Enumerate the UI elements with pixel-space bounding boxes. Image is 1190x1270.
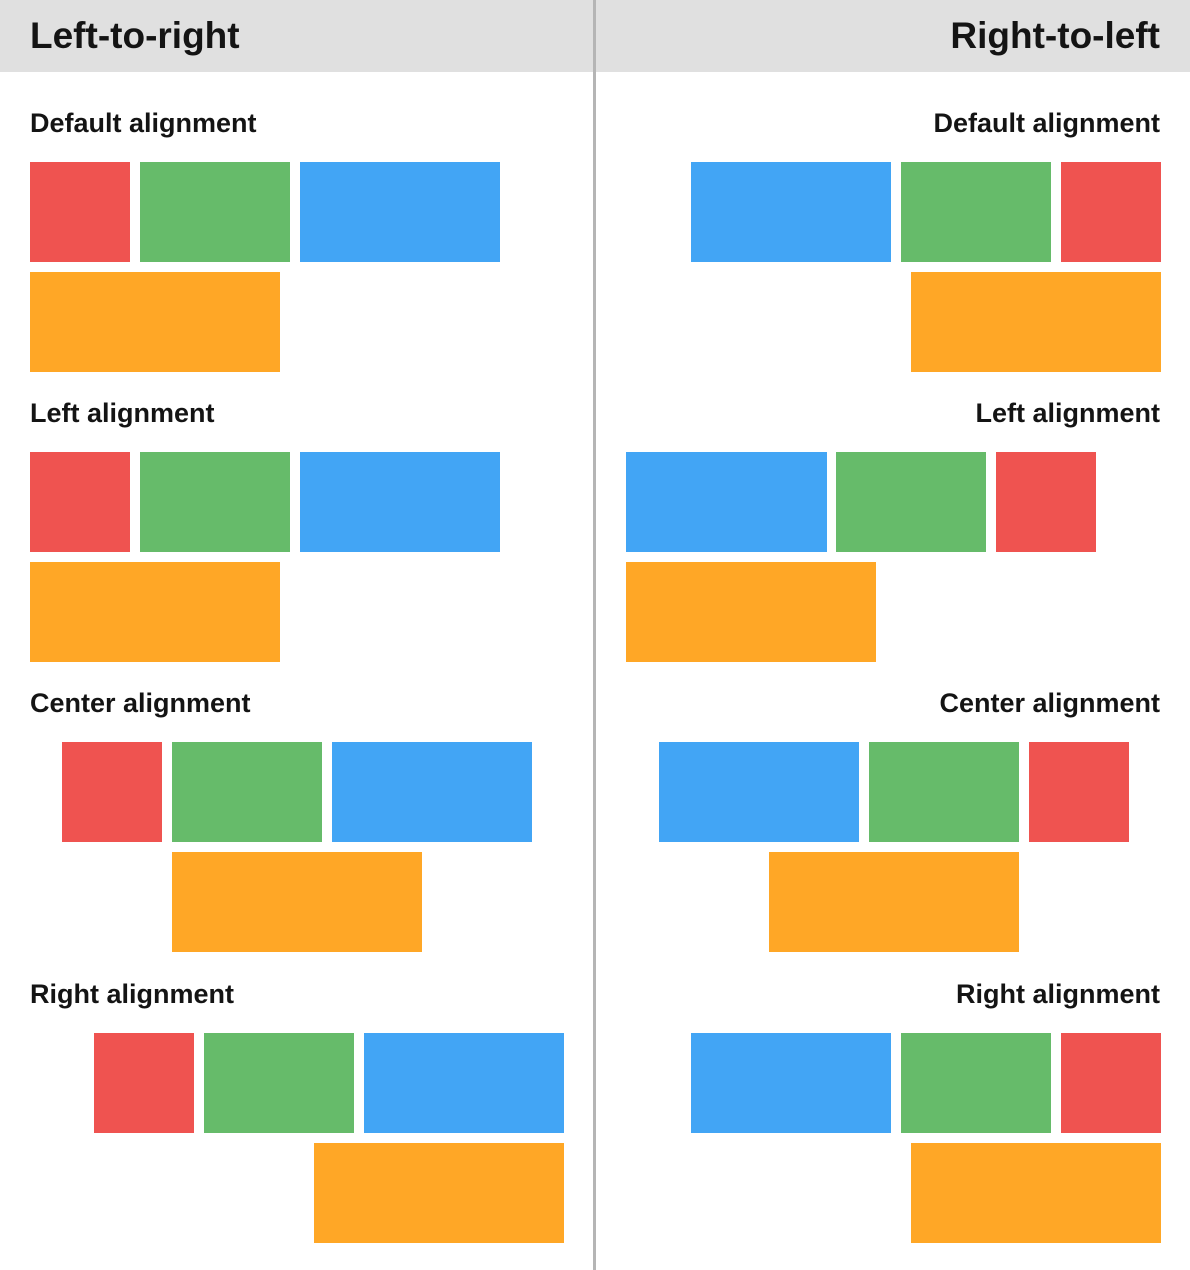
rtl-right-alignment-label: Right alignment (956, 979, 1160, 1009)
rtl-default-alignment-label: Default alignment (933, 108, 1160, 138)
ltr-center-red-block (62, 742, 162, 842)
rtl-left-blue-block (626, 452, 827, 552)
ltr-left-green-block (140, 452, 290, 552)
rtl-left-orange-block (626, 562, 876, 662)
rtl-right-red-block (1061, 1033, 1161, 1133)
ltr-center-alignment-label: Center alignment (30, 688, 251, 718)
rtl-center-alignment-label: Center alignment (939, 688, 1160, 718)
rtl-default-orange-block (911, 272, 1161, 372)
ltr-right-green-block (204, 1033, 354, 1133)
rtl-right-orange-block (911, 1143, 1161, 1243)
ltr-right-blue-block (364, 1033, 564, 1133)
rtl-center-red-block (1029, 742, 1129, 842)
ltr-default-orange-block (30, 272, 280, 372)
ltr-right-orange-block (314, 1143, 564, 1243)
rtl-default-green-block (901, 162, 1051, 262)
ltr-center-orange-block (172, 852, 422, 952)
ltr-default-alignment-label: Default alignment (30, 108, 257, 138)
rtl-left-alignment-label: Left alignment (975, 398, 1160, 428)
rtl-left-red-block (996, 452, 1096, 552)
ltr-center-blue-block (332, 742, 532, 842)
ltr-left-orange-block (30, 562, 280, 662)
rtl-column-header: Right-to-left (596, 0, 1190, 72)
ltr-right-red-block (94, 1033, 194, 1133)
ltr-right-alignment-label: Right alignment (30, 979, 234, 1009)
ltr-left-blue-block (300, 452, 500, 552)
rtl-center-green-block (869, 742, 1019, 842)
rtl-default-blue-block (691, 162, 891, 262)
column-divider (593, 0, 596, 1270)
rtl-default-red-block (1061, 162, 1161, 262)
ltr-default-red-block (30, 162, 130, 262)
ltr-default-green-block (140, 162, 290, 262)
rtl-right-green-block (901, 1033, 1051, 1133)
ltr-column-header: Left-to-right (0, 0, 594, 72)
ltr-left-alignment-label: Left alignment (30, 398, 215, 428)
rtl-left-green-block (836, 452, 986, 552)
ltr-center-green-block (172, 742, 322, 842)
rtl-center-orange-block (769, 852, 1019, 952)
ltr-left-red-block (30, 452, 130, 552)
rtl-right-blue-block (691, 1033, 891, 1133)
rtl-center-blue-block (659, 742, 859, 842)
ltr-default-blue-block (300, 162, 500, 262)
